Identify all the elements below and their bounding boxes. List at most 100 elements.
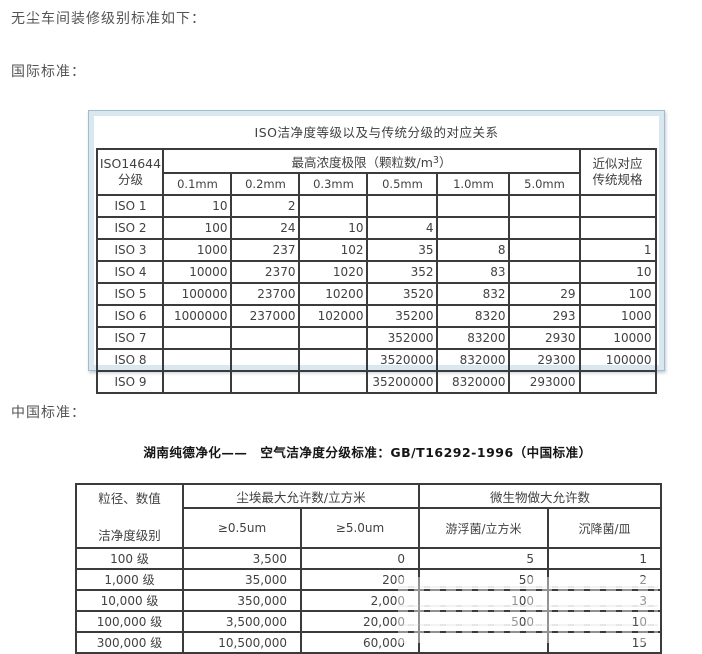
cn-header-row-1: 粒径、数值 洁净度级别 尘埃最大允许数/立方米 微生物做大允许数	[75, 483, 663, 549]
cn-cell: 5	[418, 547, 549, 570]
cn-header-row-2: ≥0.5um ≥5.0um 游浮菌/立方米 沉降菌/皿	[76, 507, 663, 549]
iso-cell	[230, 326, 301, 350]
cn-cell: 50	[418, 568, 549, 591]
cn-cell: 10	[546, 610, 663, 633]
table-row: 300,000 级 10,500,000 60,000 15	[75, 631, 663, 654]
iso-cell: 35200	[366, 304, 439, 328]
cn-row-label: 300,000 级	[75, 631, 184, 654]
cn-corner-header-cell: 粒径、数值 洁净度级别	[75, 483, 184, 549]
table-row: 100,000 级 3,500,000 20,000 500 10	[75, 610, 663, 633]
iso-cell: 1	[578, 238, 657, 262]
cn-table: 粒径、数值 洁净度级别 尘埃最大允许数/立方米 微生物做大允许数 ≥0.5um …	[75, 483, 663, 654]
iso-cell: 1000	[162, 238, 233, 262]
iso-cell: 10	[162, 194, 233, 218]
iso-cell: 8320	[436, 304, 511, 328]
cn-cell: 100	[418, 589, 549, 612]
iso-cell: 293	[508, 304, 581, 328]
iso-cell: 832000	[436, 348, 511, 372]
iso-cell: 8	[436, 238, 511, 262]
iso-cell	[298, 348, 369, 372]
table-row: ISO 2 100 24 10 4	[96, 216, 657, 240]
cn-cell: 1	[546, 547, 663, 570]
iso-class-header-cell: ISO14644 分级	[96, 148, 165, 196]
iso-cell: 832	[436, 282, 511, 306]
cn-subheader-settling: 沉降菌/皿	[546, 507, 663, 549]
cn-row-label: 100,000 级	[75, 610, 184, 633]
iso-cell: 29	[508, 282, 581, 306]
cn-cell: 15	[546, 631, 663, 654]
iso-cell: 3520000	[366, 348, 439, 372]
iso-row-label: ISO 6	[96, 304, 165, 328]
cn-row-label: 10,000 级	[75, 589, 184, 612]
iso-cell	[162, 370, 233, 394]
iso-cell	[436, 216, 511, 240]
iso-cell: 35	[366, 238, 439, 262]
table-row: ISO 6 1000000 237000 102000 35200 8320 2…	[96, 304, 657, 328]
iso-traditional-line2: 传统规格	[592, 172, 643, 187]
table-row: ISO 8 3520000 832000 29300 100000	[96, 348, 657, 372]
iso-cell: 23700	[230, 282, 301, 306]
iso-row-label: ISO 8	[96, 348, 165, 372]
iso-cell	[298, 326, 369, 350]
iso-row-label: ISO 1	[96, 194, 165, 218]
iso-cell	[298, 194, 369, 218]
iso-cell	[578, 370, 657, 394]
table-row: 1,000 级 35,000 200 50 2	[75, 568, 663, 591]
cn-cell: 60,000	[300, 631, 420, 654]
iso-cell: 100000	[162, 282, 233, 306]
iso-cell: 10200	[298, 282, 369, 306]
iso-class-line1: ISO14644	[99, 156, 162, 171]
cn-cell: 3	[546, 589, 663, 612]
superscript-3: 3	[432, 154, 439, 166]
cn-cell: 0	[300, 547, 420, 570]
iso-cell	[436, 194, 511, 218]
iso-cell: 100	[578, 282, 657, 306]
cn-microbe-header: 微生物做大允许数	[417, 483, 663, 509]
iso-table: ISO14644 分级 最高浓度极限（颗粒数/m3） 近似对应 传统规格 0.1mm…	[96, 148, 657, 394]
iso-cell: 1020	[298, 260, 369, 284]
cn-cell: 3,500,000	[182, 610, 302, 633]
cn-cell: 20,000	[300, 610, 420, 633]
iso-traditional-line1: 近似对应	[592, 156, 643, 171]
iso-cell: 352000	[366, 326, 439, 350]
table-row: ISO 1 10 2	[96, 194, 657, 218]
table-row: ISO 7 352000 83200 2930 10000	[96, 326, 657, 350]
cn-table-title: 湖南纯德净化—— 空气洁净度分级标准：GB/T16292-1996（中国标准）	[143, 445, 592, 460]
cn-row-label: 1,000 级	[75, 568, 184, 591]
cn-cell: 2,000	[300, 589, 420, 612]
iso-table-frame: ISO洁净度等级以及与传统分级的对应关系 ISO14644 分级 最高浓度极限（颗…	[88, 110, 665, 394]
iso-row-label: ISO 7	[96, 326, 165, 350]
intro-text: 无尘车间装修级别标准如下：	[11, 11, 206, 27]
iso-size-header: 1.0mm	[436, 172, 511, 196]
iso-row-label: ISO 5	[96, 282, 165, 306]
iso-row-label: ISO 2	[96, 216, 165, 240]
iso-cell	[162, 326, 233, 350]
iso-size-header: 0.5mm	[366, 172, 439, 196]
table-row: ISO 5 100000 23700 10200 3520 832 29 100	[96, 282, 657, 306]
cn-corner-top: 粒径、数值	[98, 491, 161, 506]
iso-row-label: ISO 4	[96, 260, 165, 284]
iso-cell: 102000	[298, 304, 369, 328]
iso-cell: 24	[230, 216, 301, 240]
cn-cell	[418, 631, 549, 654]
cn-cell: 35,000	[182, 568, 302, 591]
iso-cell	[230, 370, 301, 394]
iso-cell: 2930	[508, 326, 581, 350]
iso-cell: 102	[298, 238, 369, 262]
cn-cell: 10,500,000	[182, 631, 302, 654]
iso-cell	[230, 348, 301, 372]
iso-cell	[508, 194, 581, 218]
iso-cell: 83	[436, 260, 511, 284]
iso-cell	[578, 216, 657, 240]
iso-cell: 10000	[578, 326, 657, 350]
table-row: 10,000 级 350,000 2,000 100 3	[75, 589, 663, 612]
table-row: ISO 3 1000 237 102 35 8 1	[96, 238, 657, 262]
iso-cell	[162, 348, 233, 372]
iso-cell: 3520	[366, 282, 439, 306]
table-row: ISO 4 10000 2370 1020 352 83 10	[96, 260, 657, 284]
cn-cell: 3,500	[182, 547, 302, 570]
iso-cell: 29300	[508, 348, 581, 372]
iso-header-row-1: ISO14644 分级 最高浓度极限（颗粒数/m3） 近似对应 传统规格	[96, 148, 657, 196]
cn-row-label: 100 级	[75, 547, 184, 570]
